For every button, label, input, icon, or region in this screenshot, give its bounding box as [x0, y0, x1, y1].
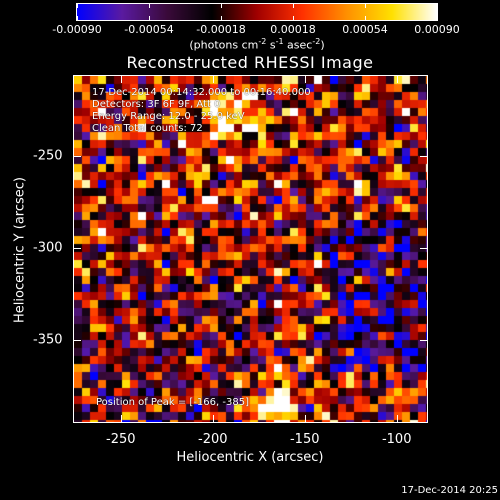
colorbar-tick-mark: [365, 16, 366, 21]
colorbar-tick-mark: [437, 16, 438, 21]
heatmap-plot-area: 17-Dec-2014 00:14:32.000 to 00:16:40.000…: [73, 75, 428, 423]
y-tick-mark: [420, 156, 428, 158]
colorbar-tick-label: -0.00090: [52, 23, 102, 36]
x-tick-mark: [212, 75, 214, 83]
x-tick-mark: [396, 415, 398, 423]
y-tick-mark: [420, 340, 428, 342]
x-tick-mark: [396, 75, 398, 83]
x-tick-mark: [120, 415, 122, 423]
x-tick-mark: [120, 75, 122, 83]
info-peak-position: Position of Peak = [-166, -385]: [96, 397, 249, 408]
colorbar-tick-label: 0.00018: [270, 23, 316, 36]
y-tick-label: -300: [33, 240, 63, 256]
x-tick-label: -150: [289, 432, 320, 447]
heatmap-canvas: [74, 76, 427, 422]
colorbar-tick-mark: [149, 3, 150, 8]
colorbar-tick-mark: [77, 16, 78, 21]
x-tick-label: -200: [198, 432, 228, 447]
colorbar-tick-mark: [77, 3, 78, 8]
x-tick-label: -100: [381, 432, 412, 447]
colorbar-tick-label: -0.00054: [124, 23, 174, 36]
y-axis-label: Heliocentric Y (arcsec): [12, 177, 28, 323]
colorbar-gradient: [77, 4, 437, 20]
info-detectors: Detectors: 3F 6F 9F, Att 0: [92, 99, 221, 110]
colorbar-tick-label: 0.00090: [414, 23, 460, 36]
x-tick-mark: [304, 75, 306, 83]
info-energy: Energy Range: 12.0 - 25.0 keV: [92, 111, 245, 122]
date-stamp: 17-Dec-2014 20:25: [401, 485, 498, 496]
colorbar-units: (photons cm-2 s-1 asec-2): [189, 37, 325, 52]
colorbar-tick-mark: [221, 16, 222, 21]
colorbar-tick-mark: [293, 3, 294, 8]
colorbar-tick-mark: [437, 3, 438, 8]
colorbar: [76, 3, 438, 21]
y-tick-mark: [420, 248, 428, 250]
y-tick-mark: [73, 156, 81, 158]
colorbar-tick-mark: [221, 3, 222, 8]
plot-title: Reconstructed RHESSI Image: [126, 53, 374, 72]
x-tick-label: -250: [106, 432, 136, 447]
colorbar-tick-label: -0.00018: [196, 23, 246, 36]
info-clean: Clean Total counts: 72: [92, 123, 203, 134]
colorbar-tick-label: 0.00054: [342, 23, 388, 36]
y-tick-label: -250: [33, 148, 63, 164]
y-tick-mark: [73, 340, 81, 342]
x-tick-mark: [212, 415, 214, 423]
y-tick-label: -350: [33, 332, 63, 348]
colorbar-tick-mark: [365, 3, 366, 8]
colorbar-tick-mark: [149, 16, 150, 21]
info-time-range: 17-Dec-2014 00:14:32.000 to 00:16:40.000: [92, 87, 311, 98]
x-tick-mark: [304, 415, 306, 423]
colorbar-tick-mark: [293, 16, 294, 21]
x-axis-label: Heliocentric X (arcsec): [176, 450, 324, 465]
y-tick-mark: [73, 248, 81, 250]
